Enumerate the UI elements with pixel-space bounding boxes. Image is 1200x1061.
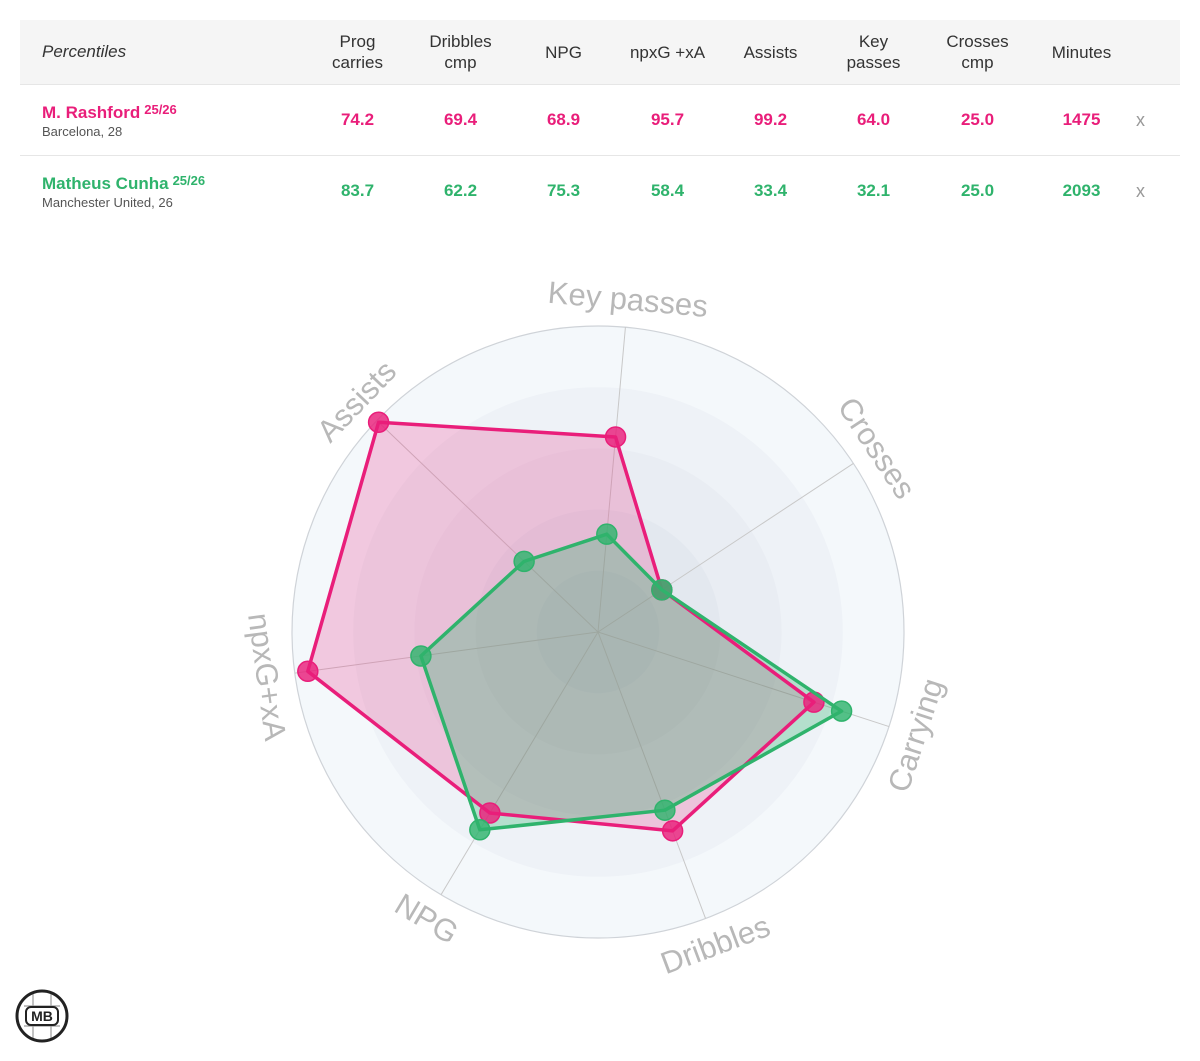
percentiles-label: Percentiles bbox=[42, 42, 127, 61]
value-minutes: 1475 bbox=[1062, 110, 1101, 129]
table-header: Percentiles Prog carries Dribbles cmp NPG … bbox=[20, 20, 1180, 85]
axis-spoke bbox=[376, 420, 599, 633]
col-label-line: Assists bbox=[743, 42, 798, 62]
col-label-line: Dribbles bbox=[429, 32, 492, 51]
data-point bbox=[410, 645, 432, 667]
col-prog-carries[interactable]: Prog carries bbox=[306, 20, 409, 84]
series-area bbox=[420, 534, 842, 830]
mb-logo: MB bbox=[15, 989, 69, 1043]
col-label-line: cmp bbox=[444, 53, 477, 72]
axis-spoke bbox=[597, 463, 854, 633]
player-row-cunha: Matheus Cunha 25/26 Manchester United, 26… bbox=[20, 156, 1180, 226]
col-minutes[interactable]: Minutes bbox=[1030, 20, 1133, 84]
data-point bbox=[651, 579, 673, 601]
value-npxg-xa: 58.4 bbox=[650, 181, 685, 200]
axis-label: npxG+xA bbox=[241, 611, 293, 743]
value-key-passes: 64.0 bbox=[856, 110, 891, 129]
axis-spoke bbox=[597, 631, 706, 919]
series-line bbox=[419, 532, 844, 832]
series-area bbox=[307, 422, 814, 831]
col-label-line: npxG +xA bbox=[629, 42, 706, 62]
col-label-line: cmp bbox=[961, 53, 994, 72]
remove-player-button[interactable]: x bbox=[1136, 109, 1145, 130]
value-npxg-xa: 95.7 bbox=[650, 110, 685, 129]
player-row-rashford: M. Rashford 25/26 Barcelona, 28 74.2 69.4… bbox=[20, 85, 1180, 156]
axis-spoke bbox=[440, 631, 599, 895]
player-name[interactable]: Matheus Cunha bbox=[42, 173, 169, 193]
data-point bbox=[297, 660, 319, 683]
value-dribbles-cmp: 69.4 bbox=[443, 110, 478, 129]
col-npg[interactable]: NPG bbox=[512, 20, 615, 84]
value-assists: 33.4 bbox=[753, 181, 788, 200]
value-npg: 75.3 bbox=[546, 181, 581, 200]
data-point bbox=[830, 700, 853, 722]
col-label-line: Prog bbox=[339, 32, 376, 51]
col-dribbles-cmp[interactable]: Dribbles cmp bbox=[409, 20, 512, 84]
player-cell: Matheus Cunha 25/26 Manchester United, 26 bbox=[42, 156, 205, 226]
axis-spoke bbox=[597, 327, 626, 633]
col-label-line: passes bbox=[846, 53, 901, 72]
col-label-line: NPG bbox=[545, 42, 582, 62]
value-prog-carries: 83.7 bbox=[340, 181, 375, 200]
season-badge: 25/26 bbox=[144, 101, 177, 117]
remove-player-button[interactable]: x bbox=[1136, 180, 1145, 201]
value-crosses-cmp: 25.0 bbox=[960, 181, 995, 200]
value-crosses-cmp: 25.0 bbox=[960, 110, 995, 129]
data-point bbox=[604, 426, 627, 448]
logo-text: MB bbox=[31, 1008, 53, 1024]
value-minutes: 2093 bbox=[1062, 181, 1101, 200]
value-dribbles-cmp: 62.2 bbox=[443, 181, 478, 200]
percentiles-table: Percentiles Prog carries Dribbles cmp NPG … bbox=[20, 20, 1180, 226]
data-point bbox=[367, 411, 390, 433]
data-point bbox=[654, 799, 676, 821]
data-point bbox=[513, 550, 535, 573]
col-assists[interactable]: Assists bbox=[719, 20, 822, 84]
value-npg: 68.9 bbox=[546, 110, 581, 129]
player-name-line: M. Rashford 25/26 bbox=[42, 102, 177, 123]
value-assists: 99.2 bbox=[753, 110, 788, 129]
value-key-passes: 32.1 bbox=[856, 181, 891, 200]
axis-spoke bbox=[294, 631, 599, 674]
data-point bbox=[469, 819, 491, 841]
player-cell: M. Rashford 25/26 Barcelona, 28 bbox=[42, 85, 177, 155]
data-point bbox=[661, 820, 684, 842]
col-label-line: Key bbox=[858, 32, 889, 51]
col-label-line: Minutes bbox=[1051, 42, 1112, 62]
player-club-age: Barcelona, 28 bbox=[42, 123, 123, 139]
col-label-line: Crosses bbox=[946, 32, 1009, 51]
value-prog-carries: 74.2 bbox=[340, 110, 375, 129]
player-club-age: Manchester United, 26 bbox=[42, 194, 173, 210]
col-label-line: carries bbox=[331, 53, 383, 72]
data-point bbox=[596, 523, 618, 545]
data-point bbox=[479, 802, 501, 824]
player-name[interactable]: M. Rashford bbox=[42, 102, 141, 122]
col-npxg-xa[interactable]: npxG +xA bbox=[616, 20, 719, 84]
col-crosses-cmp[interactable]: Crosses cmp bbox=[926, 20, 1029, 84]
player-name-line: Matheus Cunha 25/26 bbox=[42, 173, 205, 194]
season-badge: 25/26 bbox=[172, 172, 206, 188]
col-key-passes[interactable]: Key passes bbox=[822, 20, 925, 84]
axis-label: Key passes bbox=[547, 275, 710, 324]
